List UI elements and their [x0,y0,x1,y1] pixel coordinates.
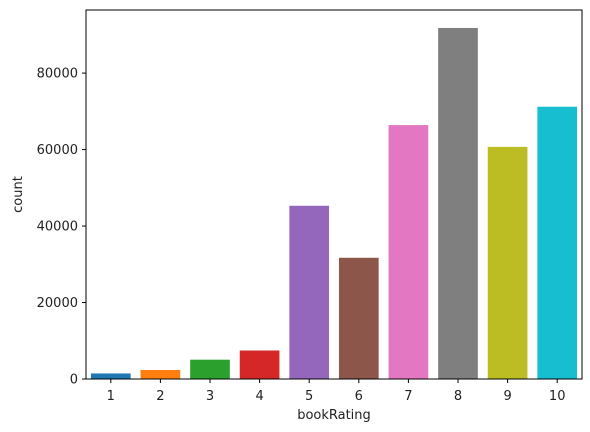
x-tick-label: 5 [305,389,313,404]
y-tick-label: 0 [70,373,78,388]
x-tick-label: 2 [156,389,164,404]
bar-2 [140,370,181,379]
y-axis-ticks: 0 20000 40000 60000 80000 [37,67,86,388]
bar-3 [190,359,230,379]
plot-frame [85,9,583,380]
bar-1 [90,373,131,379]
x-tick-label: 3 [206,389,214,404]
bar-6 [338,257,379,379]
x-tick-label: 9 [503,389,511,404]
y-axis-label: count [11,176,26,213]
bar-4 [239,350,280,379]
x-tick-label: 4 [255,389,263,404]
x-tick-label: 8 [454,389,462,404]
y-tick-label: 60000 [37,143,78,158]
y-tick-label: 20000 [37,296,78,311]
x-axis-ticks: 1 2 3 4 5 6 7 8 9 10 [107,379,566,404]
x-tick-label: 1 [107,389,115,404]
bars-group [90,27,578,380]
bar-8 [438,27,478,379]
bar-7 [388,125,429,379]
y-tick-label: 80000 [37,67,78,82]
x-tick-label: 6 [355,389,363,404]
bar-10 [537,106,578,380]
x-tick-label: 7 [404,389,412,404]
bar-9 [487,146,528,379]
y-tick-label: 40000 [37,220,78,235]
x-axis-label: bookRating [297,408,371,423]
bar-5 [289,205,330,379]
x-tick-label: 10 [549,389,566,404]
